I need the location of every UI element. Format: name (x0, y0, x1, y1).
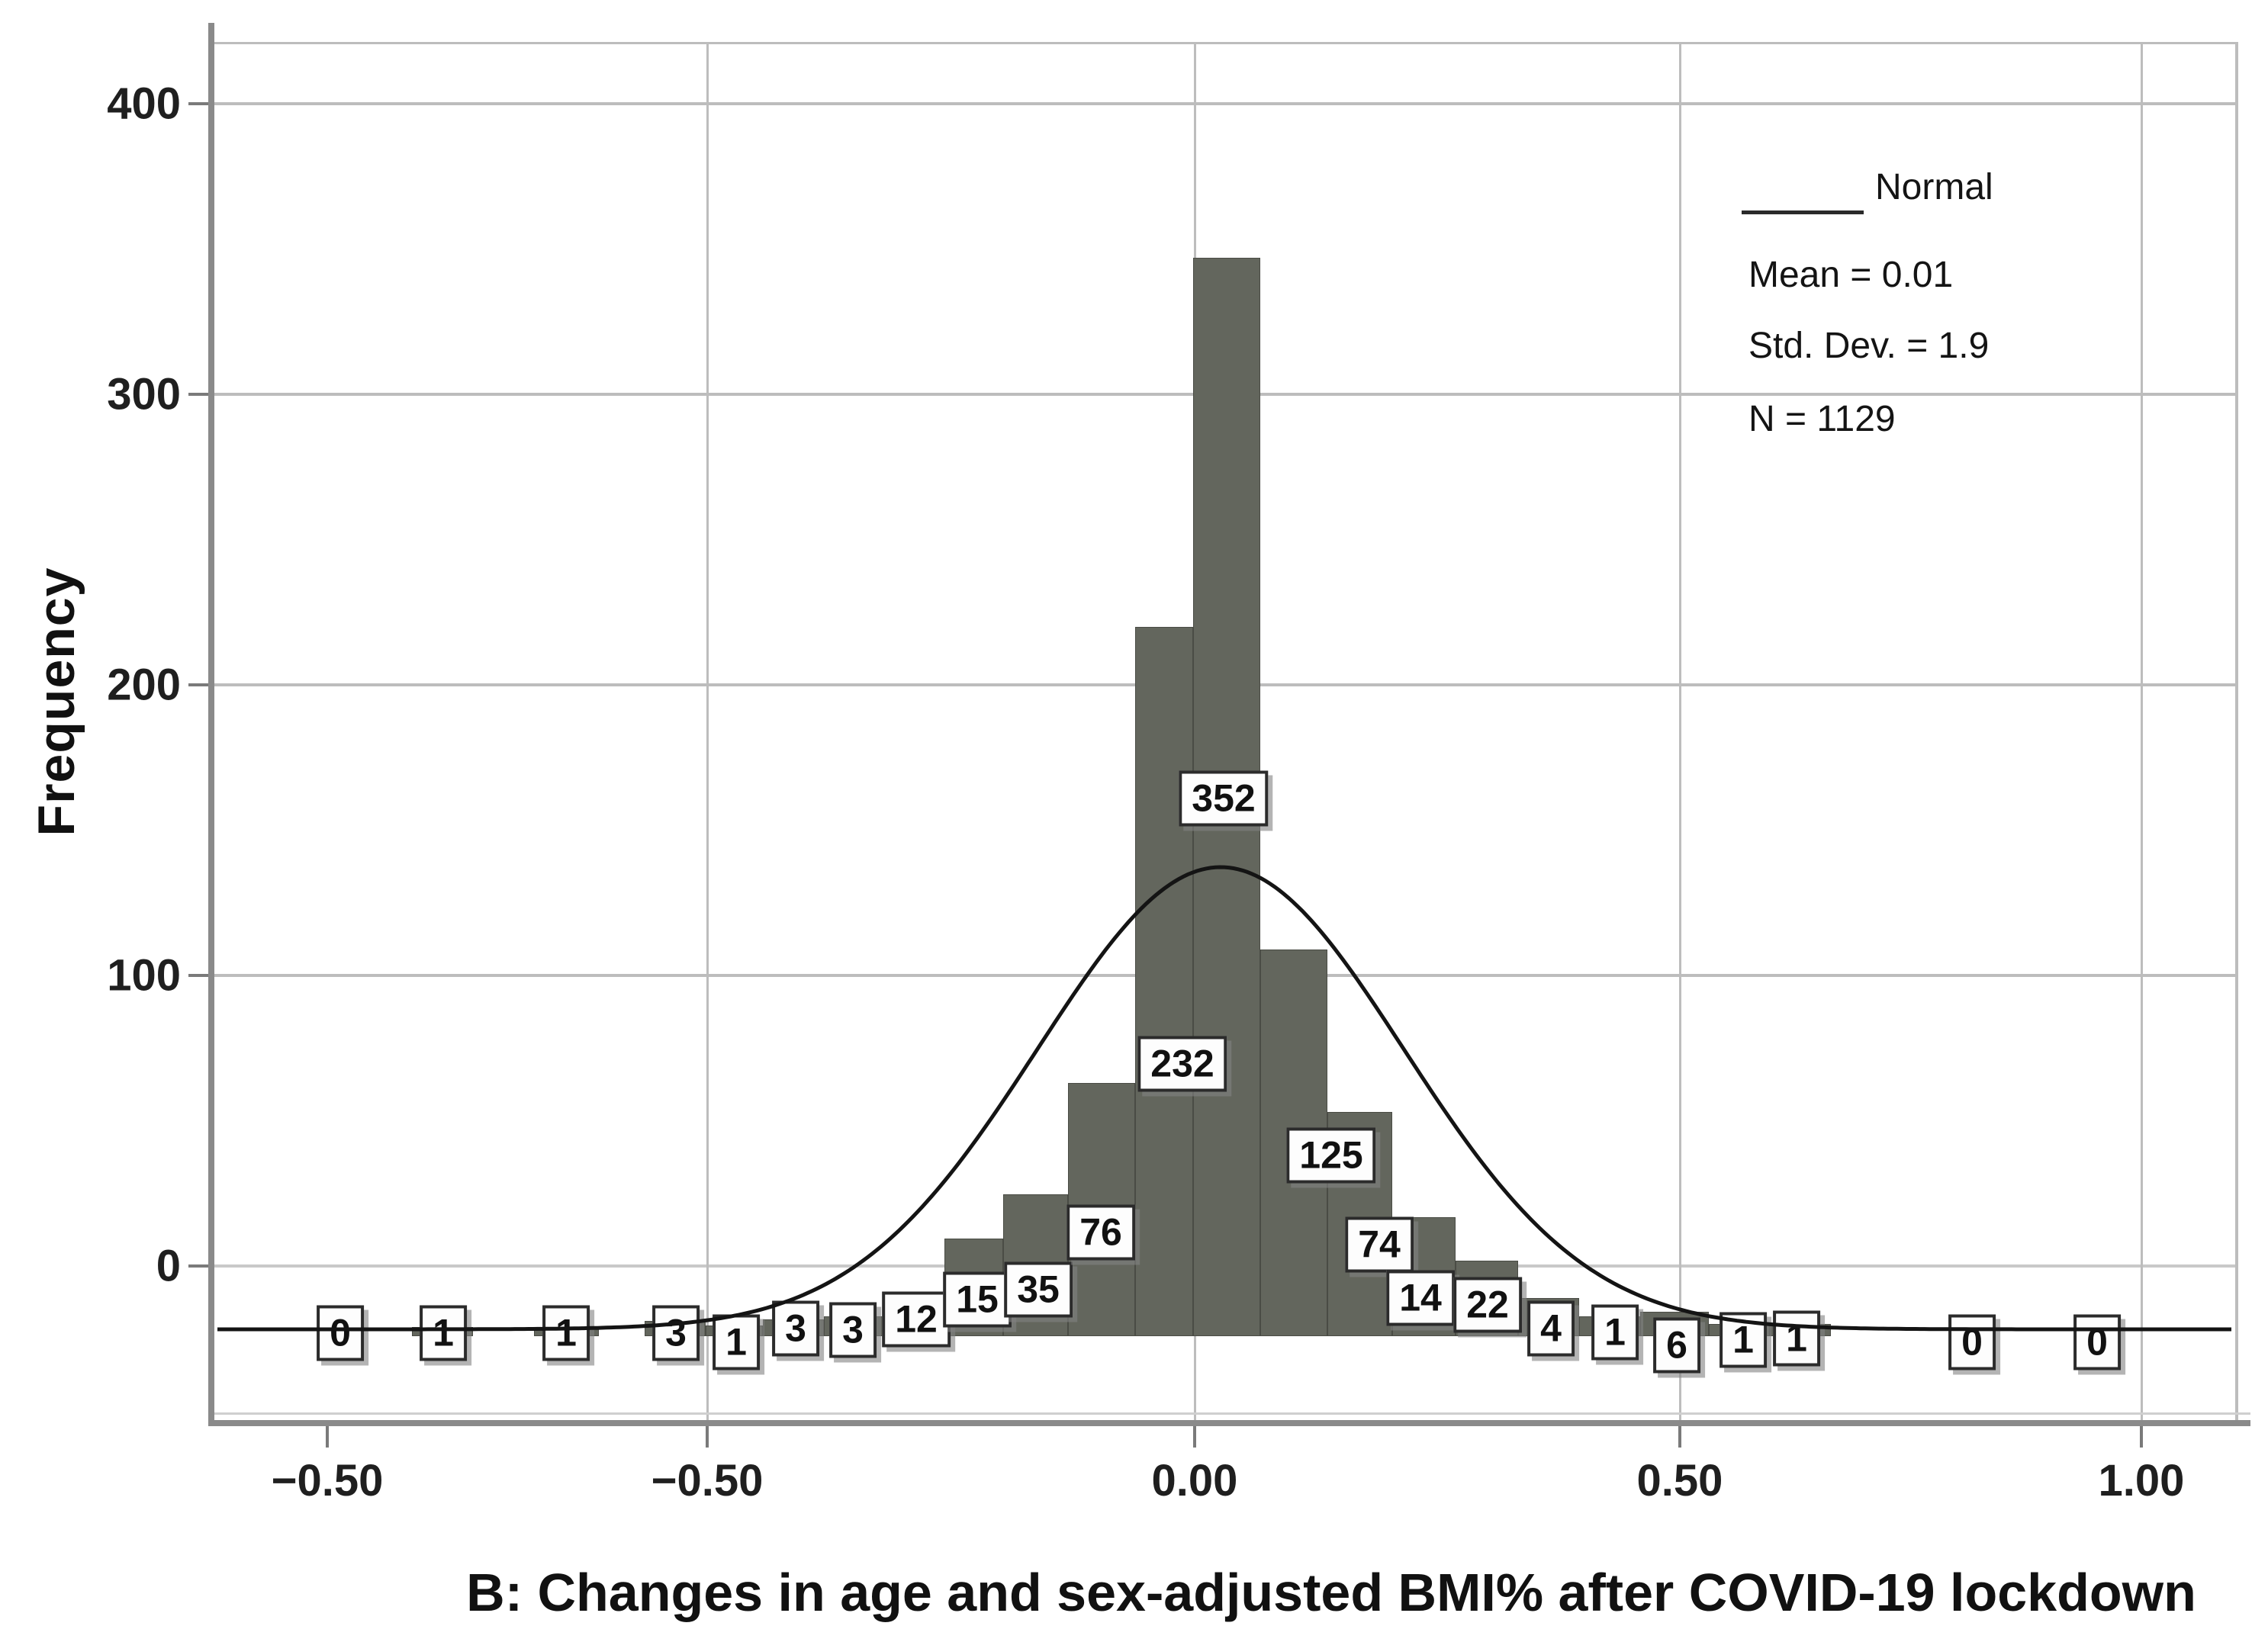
y-tick-label: 200 (107, 660, 181, 710)
y-tickmark-200 (188, 683, 208, 686)
y-tickmark-100 (188, 974, 208, 977)
bar-value-label: 1 (713, 1314, 760, 1370)
bar-value-label: 3 (829, 1302, 877, 1358)
legend-curve-swatch (1742, 210, 1864, 214)
bar-value-label: 6 (1653, 1317, 1700, 1374)
x-tickmark-−0.50 (326, 1426, 329, 1448)
y-gridline-400 (214, 102, 2235, 105)
bar-value-label: 1 (542, 1305, 590, 1361)
x-tickmark-0.00 (1193, 1426, 1196, 1448)
x-tick-label: 0.50 (1636, 1456, 1723, 1505)
chart-title: B: Changes in age and sex-adjusted BMI% … (466, 1563, 2196, 1622)
bar-value-label: 125 (1286, 1127, 1376, 1184)
bar-value-label: 0 (2073, 1314, 2121, 1370)
bar-value-label: 76 (1066, 1204, 1135, 1261)
legend-stat-std-dev: Std. Dev. = 1.9 (1748, 326, 1990, 366)
bar-value-label: 1 (420, 1305, 467, 1361)
x-gridline-1.00 (2141, 42, 2143, 1420)
x-tick-label: 0.00 (1151, 1456, 1238, 1505)
y-tickmark-300 (188, 393, 208, 396)
legend-label-normal: Normal (1875, 167, 1993, 207)
x-tickmark-1.00 (2140, 1426, 2143, 1448)
x-axis-line (208, 1420, 2250, 1426)
x-tickmark-0.50 (1678, 1426, 1681, 1448)
bar-value-label: 15 (943, 1271, 1012, 1328)
x-tick-label: 1.00 (2098, 1456, 2185, 1505)
bar-value-label: 74 (1345, 1216, 1414, 1273)
y-tick-label: 100 (107, 950, 181, 1001)
plot-bottom-light (208, 1412, 2250, 1415)
x-gridline-−0.50 (706, 42, 709, 1420)
bar-value-label: 3 (652, 1305, 700, 1361)
y-tick-label: 400 (107, 79, 181, 129)
y-tickmark-400 (188, 102, 208, 105)
bar-value-label: 3 (772, 1300, 819, 1357)
y-tickmark-0 (188, 1264, 208, 1268)
y-tick-label: 0 (156, 1241, 181, 1291)
x-tick-label: −0.50 (271, 1456, 384, 1505)
bar-value-label: 12 (882, 1291, 951, 1348)
bar-value-label: 14 (1386, 1270, 1455, 1326)
legend-stat-n: N = 1129 (1748, 399, 1896, 439)
x-tick-label: −0.50 (651, 1456, 764, 1505)
x-tickmark-−0.50 (706, 1426, 709, 1448)
histogram-bar-232 (1135, 627, 1193, 1336)
bar-value-label: 0 (317, 1305, 364, 1361)
plot-top-border (214, 42, 2235, 44)
bar-value-label: 0 (1948, 1314, 1996, 1370)
y-axis-line (208, 23, 214, 1426)
bar-value-label: 4 (1527, 1300, 1575, 1357)
y-tick-label: 300 (107, 369, 181, 419)
x-gridline-0.50 (1679, 42, 1681, 1420)
bar-value-label: 232 (1137, 1036, 1227, 1092)
legend-stat-mean: Mean = 0.01 (1748, 255, 1954, 295)
bar-value-label: 22 (1453, 1277, 1522, 1333)
plot-right-border (2235, 42, 2238, 1420)
bar-value-label: 1 (1591, 1304, 1639, 1361)
bar-value-label: 35 (1004, 1261, 1073, 1318)
bar-value-label: 1 (1773, 1310, 1820, 1367)
bar-value-label: 352 (1179, 770, 1269, 827)
bar-value-label: 1 (1719, 1312, 1767, 1368)
y-axis-title: Frequency (27, 567, 85, 837)
